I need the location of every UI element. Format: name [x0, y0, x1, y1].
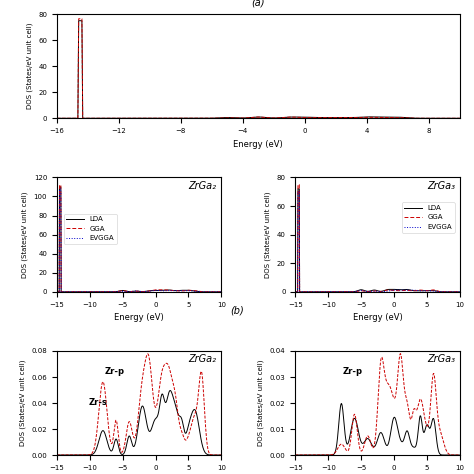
- Y-axis label: DOS (States/eV unit cell): DOS (States/eV unit cell): [264, 191, 271, 278]
- GGA: [428, 287, 433, 293]
- Line: GGA: GGA: [57, 185, 221, 292]
- EVGGA: [372, 288, 378, 294]
- X-axis label: Energy (eV): Energy (eV): [114, 313, 164, 322]
- LDA: [382, 288, 387, 293]
- LDA: [428, 288, 433, 293]
- GGA: [143, 289, 149, 294]
- Text: Zr-s: Zr-s: [89, 398, 108, 407]
- Line: GGA: GGA: [295, 184, 460, 292]
- EVGGA: [132, 288, 138, 294]
- GGA: [215, 289, 220, 295]
- LDA: [143, 288, 149, 294]
- GGA: [292, 289, 298, 295]
- EVGGA: [428, 288, 433, 294]
- LDA: [215, 289, 220, 295]
- GGA: [371, 288, 377, 294]
- EVGGA: [371, 288, 377, 294]
- GGA: [132, 288, 138, 294]
- X-axis label: Energy (eV): Energy (eV): [234, 139, 283, 148]
- Y-axis label: DOS (States/eV unit cell): DOS (States/eV unit cell): [19, 360, 26, 446]
- Text: ZrGa₂: ZrGa₂: [188, 354, 217, 364]
- LDA: [372, 287, 378, 293]
- GGA: [134, 288, 139, 294]
- GGA: [457, 289, 463, 295]
- Line: EVGGA: EVGGA: [57, 189, 221, 292]
- Legend: LDA, GGA, EVGGA: LDA, GGA, EVGGA: [64, 214, 117, 244]
- Line: LDA: LDA: [57, 187, 221, 292]
- GGA: [189, 288, 195, 293]
- GGA: [152, 287, 158, 293]
- EVGGA: [391, 287, 396, 293]
- Text: ZrGa₃: ZrGa₃: [427, 354, 455, 364]
- LDA: [453, 289, 459, 295]
- LDA: [152, 288, 158, 293]
- GGA: [382, 288, 387, 293]
- Text: Zr-p: Zr-p: [343, 366, 363, 375]
- EVGGA: [152, 288, 158, 293]
- EVGGA: [219, 289, 224, 295]
- EVGGA: [54, 289, 60, 295]
- LDA: [57, 184, 63, 190]
- LDA: [219, 289, 224, 295]
- EVGGA: [215, 289, 220, 295]
- Text: ZrGa₃: ZrGa₃: [427, 181, 455, 191]
- EVGGA: [57, 186, 63, 191]
- GGA: [57, 182, 63, 188]
- GGA: [219, 289, 224, 295]
- EVGGA: [295, 189, 301, 194]
- GGA: [54, 289, 60, 295]
- LDA: [292, 289, 298, 295]
- LDA: [457, 289, 463, 295]
- Legend: LDA, GGA, EVGGA: LDA, GGA, EVGGA: [401, 202, 455, 233]
- EVGGA: [453, 289, 459, 295]
- Y-axis label: DOS (States/eV unit cell): DOS (States/eV unit cell): [22, 191, 28, 278]
- Text: (b): (b): [230, 306, 244, 316]
- EVGGA: [134, 288, 139, 294]
- Line: LDA: LDA: [295, 189, 460, 292]
- LDA: [134, 288, 139, 294]
- Text: ZrGa₂: ZrGa₂: [188, 181, 217, 191]
- LDA: [132, 288, 138, 294]
- Line: EVGGA: EVGGA: [295, 191, 460, 292]
- Title: (a): (a): [252, 0, 265, 8]
- Text: Zr-p: Zr-p: [104, 366, 125, 375]
- LDA: [391, 286, 396, 292]
- LDA: [54, 289, 60, 295]
- GGA: [295, 182, 301, 187]
- EVGGA: [143, 289, 149, 294]
- LDA: [371, 287, 377, 293]
- EVGGA: [292, 289, 298, 295]
- LDA: [295, 186, 301, 191]
- EVGGA: [189, 288, 195, 294]
- LDA: [189, 288, 195, 293]
- GGA: [372, 288, 378, 294]
- Y-axis label: DOS (States/eV unit cell): DOS (States/eV unit cell): [258, 360, 264, 446]
- GGA: [391, 288, 396, 293]
- EVGGA: [457, 289, 463, 295]
- GGA: [453, 289, 459, 295]
- EVGGA: [382, 289, 387, 294]
- X-axis label: Energy (eV): Energy (eV): [353, 313, 402, 322]
- Y-axis label: DOS (States/eV unit cell): DOS (States/eV unit cell): [26, 23, 33, 109]
